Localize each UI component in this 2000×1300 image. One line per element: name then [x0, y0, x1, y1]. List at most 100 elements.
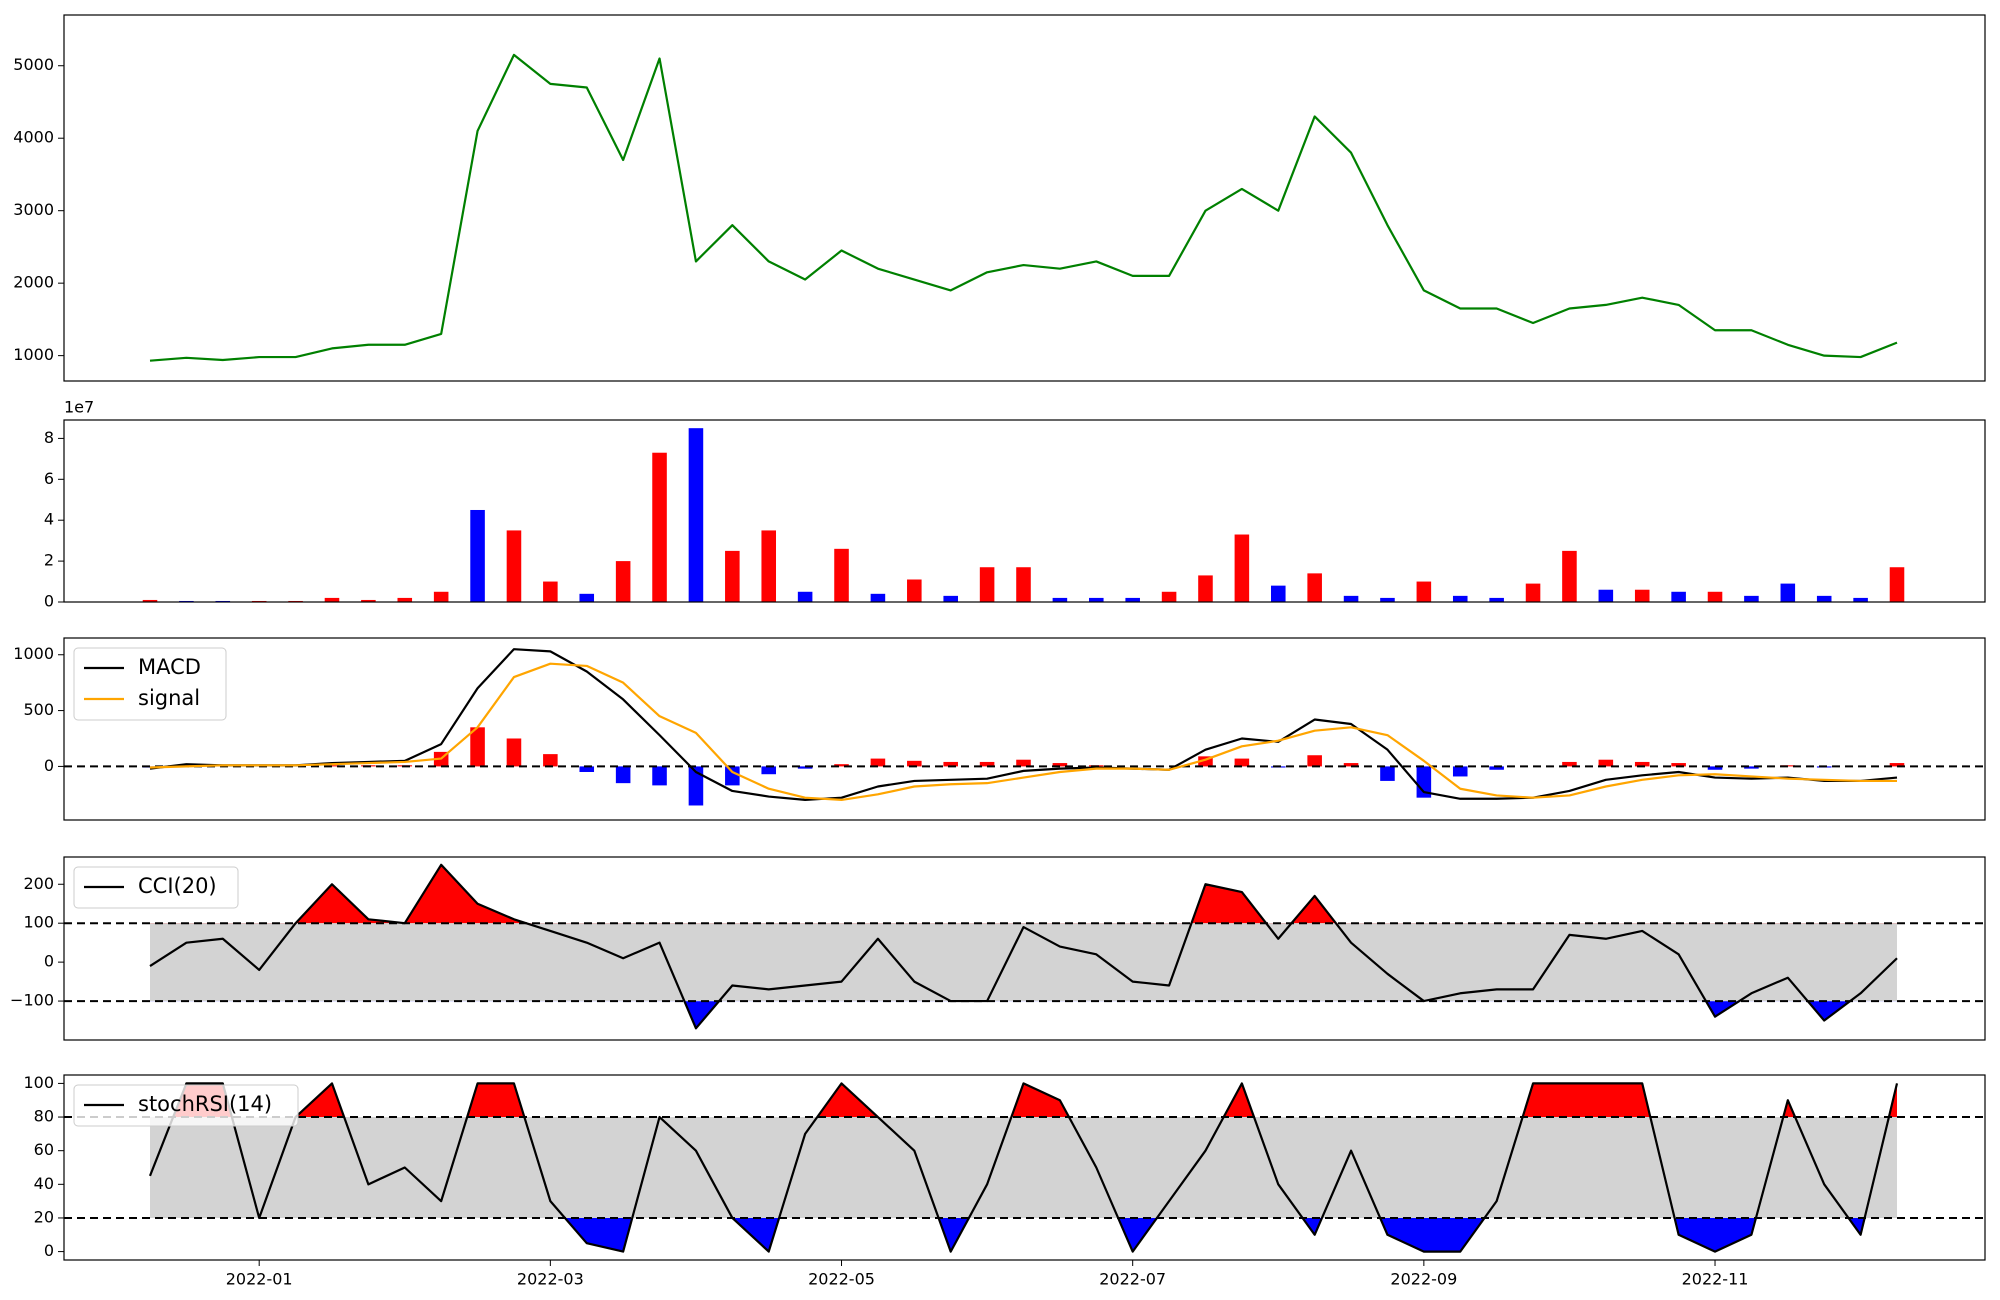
series-line [149, 662, 1897, 802]
volume-bar [1198, 575, 1213, 602]
histogram-bar [1198, 756, 1213, 767]
volume-bar [1125, 597, 1140, 602]
y-tick-label: 4 [44, 510, 54, 529]
y-tick-label: 60 [34, 1140, 54, 1159]
volume-bar [1780, 583, 1796, 602]
volume-bar [688, 428, 704, 602]
panel-frame [63, 637, 1986, 821]
y-tick-label: 0 [44, 756, 54, 775]
volume-bar [1671, 591, 1686, 602]
histogram-bar [1343, 763, 1359, 767]
volume-bar [943, 595, 958, 602]
histogram-bar [1380, 766, 1395, 781]
panel-frame [63, 1074, 1986, 1261]
histogram-bar [725, 766, 740, 786]
volume-bar [543, 581, 558, 602]
histogram-bar [834, 764, 849, 767]
panel-frame [63, 856, 1986, 1041]
histogram-bar [943, 761, 958, 767]
volume-bar [797, 591, 813, 602]
volume-bar [1234, 534, 1250, 602]
volume-bar [1889, 567, 1905, 602]
series-line [148, 1082, 1899, 1253]
volume-bar [1562, 550, 1577, 602]
panel-frame [63, 14, 1986, 382]
x-tick-label: 2022-09 [1390, 1270, 1457, 1289]
y-tick-label: 5000 [13, 55, 54, 74]
legend-label: signal [138, 686, 200, 710]
histogram-bar [1889, 763, 1905, 767]
histogram-bar [179, 764, 194, 767]
y-tick-label: 40 [34, 1174, 54, 1193]
series-line [149, 648, 1898, 802]
volume-bar [1816, 595, 1832, 602]
histogram-bar [1707, 766, 1723, 770]
histogram-bar [1234, 758, 1250, 767]
y-tick-label: 4000 [13, 128, 54, 147]
volume-bar [579, 593, 595, 602]
y-tick-label: 500 [23, 700, 54, 719]
series-line [149, 53, 1898, 362]
histogram-bar [797, 766, 813, 769]
histogram-bar [1489, 766, 1504, 770]
histogram-bar [907, 760, 922, 767]
histogram-bar [1671, 763, 1686, 767]
y-tick-label: 100 [23, 1073, 54, 1092]
volume-bar [506, 530, 522, 602]
histogram-bar [615, 766, 631, 784]
volume-bar [1380, 597, 1395, 602]
overbought-fill [150, 864, 1897, 924]
y-tick-label: 20 [34, 1207, 54, 1226]
volume-bar [1161, 591, 1177, 602]
histogram-bar [1598, 759, 1614, 767]
histogram-bar [652, 766, 667, 786]
y-tick-label: 0 [44, 952, 54, 971]
x-tick-label: 2022-01 [226, 1270, 293, 1289]
volume-bar [615, 561, 631, 602]
volume-bar [433, 591, 449, 602]
histogram-bar [543, 754, 558, 767]
histogram-bar [1744, 766, 1759, 769]
volume-bar [1744, 595, 1759, 602]
histogram-bar [506, 738, 522, 767]
volume-bar [870, 593, 886, 602]
volume-bar [1016, 567, 1031, 602]
y-tick-label: 80 [34, 1107, 54, 1126]
volume-bar [652, 452, 667, 602]
x-tick-label: 2022-07 [1099, 1270, 1166, 1289]
volume-bar [1489, 597, 1504, 602]
volume-bar [1052, 597, 1068, 602]
volume-bar [324, 597, 340, 602]
volume-bar [142, 599, 158, 602]
histogram-bar [470, 727, 485, 767]
plot-area [64, 1082, 1985, 1253]
y-tick-label: 6 [44, 469, 54, 488]
volume-bar [761, 530, 777, 602]
panel-frame [63, 419, 1986, 603]
x-tick-label: 2022-05 [808, 1270, 875, 1289]
volume-bar [397, 597, 413, 602]
histogram-bar [1634, 761, 1650, 767]
y-tick-label: 200 [23, 874, 54, 893]
plot-area [64, 648, 1985, 806]
neutral-band [150, 1117, 1897, 1218]
volume-bar [1853, 597, 1868, 602]
histogram-bar [870, 758, 886, 767]
volume-bar [1416, 581, 1432, 602]
volume-bar [725, 550, 740, 602]
volume-bar [979, 567, 995, 602]
y-tick-label: 1000 [13, 345, 54, 364]
volume-bar [1634, 589, 1650, 602]
plot-area [142, 428, 1905, 602]
y-tick-label: 1000 [13, 644, 54, 663]
legend-label: MACD [138, 655, 201, 679]
volume-bar [470, 509, 485, 602]
histogram-bar [1562, 761, 1577, 767]
volume-bar [1707, 591, 1723, 602]
y-tick-label: 2000 [13, 273, 54, 292]
y-tick-label: 0 [44, 1241, 54, 1260]
legend-label: CCI(20) [138, 874, 217, 898]
legend-box [73, 647, 227, 721]
volume-bar [1452, 595, 1468, 602]
